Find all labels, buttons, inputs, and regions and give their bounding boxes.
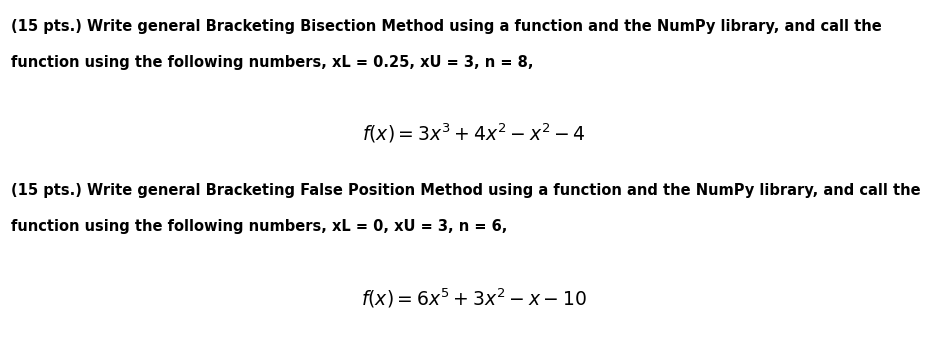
Text: $f(x) = 6x^5 + 3x^2 - x - 10$: $f(x) = 6x^5 + 3x^2 - x - 10$ (361, 287, 587, 310)
Text: function using the following numbers, xL = 0, xU = 3, n = 6,: function using the following numbers, xL… (11, 219, 508, 234)
Text: $f(x) = 3x^3 + 4x^2 - x^2 - 4$: $f(x) = 3x^3 + 4x^2 - x^2 - 4$ (362, 121, 586, 145)
Text: (15 pts.) Write general Bracketing False Position Method using a function and th: (15 pts.) Write general Bracketing False… (11, 183, 921, 198)
Text: function using the following numbers, xL = 0.25, xU = 3, n = 8,: function using the following numbers, xL… (11, 55, 534, 70)
Text: (15 pts.) Write general Bracketing Bisection Method using a function and the Num: (15 pts.) Write general Bracketing Bisec… (11, 19, 883, 34)
